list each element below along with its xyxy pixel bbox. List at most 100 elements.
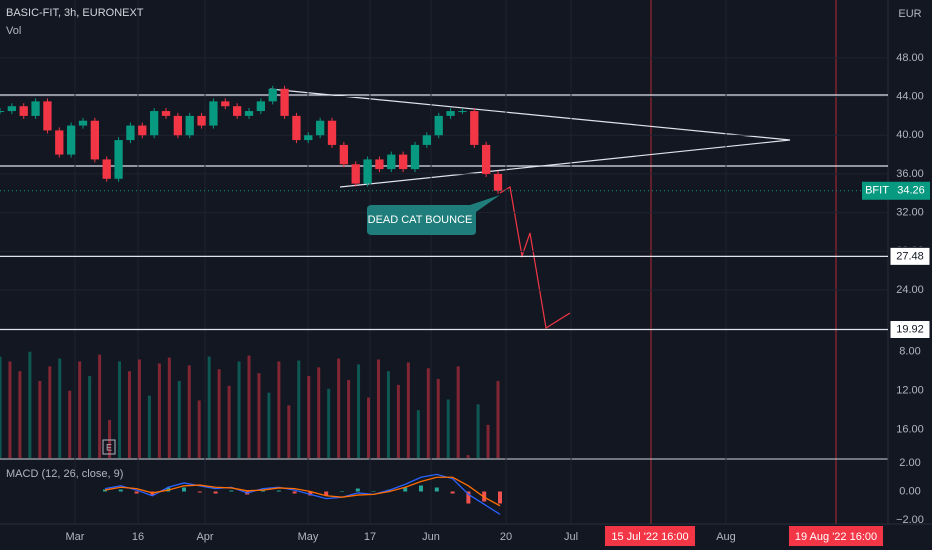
volume-bar (376, 359, 380, 458)
candle (114, 140, 123, 179)
candle (31, 101, 40, 116)
y-tick-label: 2.00 (899, 457, 920, 469)
volume-bar (137, 359, 141, 458)
y-tick-label: 12.00 (896, 385, 924, 397)
candle (244, 111, 254, 116)
volume-bar (157, 363, 161, 458)
volume-bar (396, 384, 400, 458)
candle (78, 120, 88, 126)
macd-histogram (103, 489, 107, 492)
candle (446, 111, 455, 116)
macd-histogram (466, 491, 471, 504)
macd-histogram (229, 490, 234, 492)
level-box (889, 319, 931, 339)
candle (280, 88, 289, 116)
candle (55, 130, 64, 155)
volume-bar (98, 354, 102, 458)
y-tick-label: 44.00 (896, 90, 924, 102)
macd-histogram (340, 491, 344, 492)
macd-histogram (118, 489, 123, 492)
volume-bar (267, 392, 271, 458)
candle (327, 120, 337, 145)
volume-bar (327, 388, 331, 458)
candle (410, 144, 420, 170)
x-tick-label: Jul (564, 531, 578, 543)
candle (422, 135, 432, 145)
x-tick-label: May (298, 531, 319, 543)
macd-histogram (371, 491, 376, 492)
candle (232, 106, 242, 116)
macd-histogram (308, 491, 313, 496)
candle (304, 135, 313, 141)
candle (351, 164, 360, 184)
volume-bar (18, 371, 22, 458)
macd-histogram (182, 487, 186, 492)
volume-bar (88, 376, 92, 458)
volume-bar (247, 355, 251, 458)
y-tick-label: 48.00 (896, 52, 924, 64)
symbol-tag (862, 181, 892, 200)
volume-bar (287, 405, 291, 458)
x-tick-label: 17 (364, 531, 376, 543)
volume-bar (367, 397, 371, 458)
volume-bar (187, 365, 191, 458)
candle (292, 115, 301, 141)
earnings-marker: E (106, 442, 112, 452)
macd-histogram (292, 491, 297, 494)
volume-bar (277, 361, 281, 458)
last-price-label: 34.26 (897, 185, 925, 197)
currency: EUR (898, 8, 921, 20)
date-marker-box (789, 526, 883, 546)
candle (161, 111, 171, 116)
macd-histogram (324, 491, 329, 496)
candle (268, 88, 277, 102)
candle (398, 154, 408, 170)
volume-bar (177, 380, 181, 458)
volume-bar (416, 410, 420, 458)
volume-bar (406, 362, 410, 458)
candle (375, 159, 384, 170)
candle (493, 173, 503, 191)
candle (387, 154, 396, 170)
volume-bar (297, 360, 301, 458)
volume-bar (227, 385, 231, 458)
x-tick-label: Mar (66, 531, 85, 543)
candle (434, 115, 443, 136)
x-tick-label: Jun (422, 531, 440, 543)
y-tick-label: 16.00 (896, 424, 924, 436)
candle (66, 125, 76, 155)
x-tick-label: Aug (716, 531, 736, 543)
volume-bar (127, 371, 131, 458)
x-tick-label: Apr (196, 531, 213, 543)
candle (7, 106, 17, 112)
candle (149, 111, 159, 136)
volume-bar (207, 356, 211, 458)
y-tick-label: 40.00 (896, 129, 924, 141)
candle (363, 159, 372, 184)
candle (315, 120, 325, 136)
candle (43, 101, 52, 131)
volume-bar (317, 367, 321, 458)
volume-bar (486, 424, 490, 458)
volume-bar (8, 361, 12, 458)
volume-bar (446, 399, 450, 458)
candle (138, 125, 147, 136)
plot (0, 0, 888, 524)
candle (19, 106, 28, 116)
level-box (889, 246, 931, 266)
date-marker-label: 15 Jul '22 16:00 (611, 531, 688, 543)
level-label: 19.92 (896, 323, 924, 335)
macd-histogram (403, 487, 408, 492)
symbol-tag-label: BFIT (865, 185, 889, 197)
level-label: 27.48 (896, 250, 924, 262)
candle (481, 144, 491, 174)
projection-path (499, 186, 571, 329)
last-price-box (892, 181, 930, 200)
date-marker-box (605, 526, 695, 546)
y-tick-label: 8.00 (899, 346, 920, 358)
volume-bar (38, 380, 42, 458)
volume-bar (386, 371, 390, 458)
y-tick-label: 24.00 (896, 284, 924, 296)
